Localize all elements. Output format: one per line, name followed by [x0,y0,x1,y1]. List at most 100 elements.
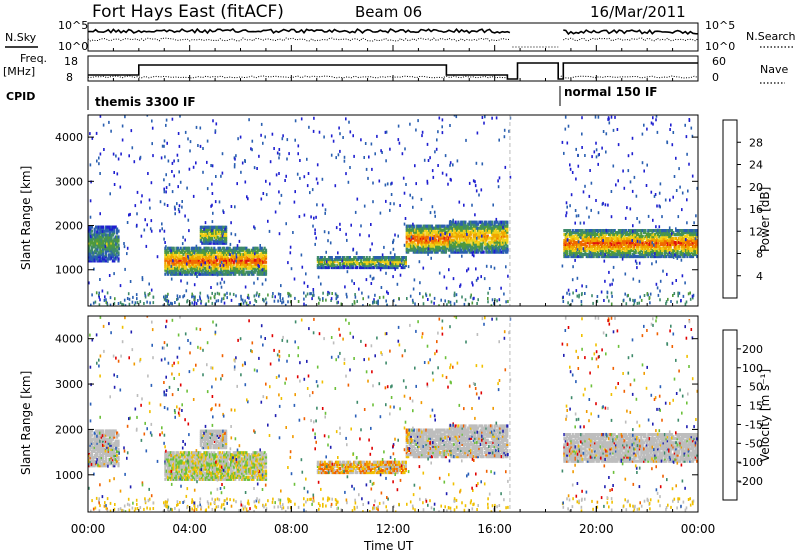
power-speckle [192,165,195,169]
power-speckle [606,290,609,294]
power-cell [580,246,583,251]
power-cell [111,253,114,257]
power-cell [109,255,112,259]
power-speckle [273,147,275,150]
velocity-cell [92,441,95,445]
power-cell [659,239,662,243]
power-cell [599,248,602,253]
power-speckle [288,152,290,156]
power-cell [200,268,203,272]
power-cell [486,246,489,250]
power-cell [591,246,594,251]
power-cell [630,231,633,235]
power-cell [214,264,217,268]
power-speckle [668,226,671,230]
power-cell [469,248,473,252]
power-cell [230,254,233,258]
power-cell [225,225,228,229]
power-cell [212,241,215,245]
power-cell [192,264,195,268]
power-cell [627,244,630,249]
power-cell [567,254,570,259]
power-cell [691,254,695,259]
power-cell [490,220,494,224]
power-cell [432,244,435,248]
power-speckle [569,163,571,167]
power-cell [580,244,583,249]
power-cell [651,242,654,247]
power-speckle [449,300,452,304]
power-cell [587,254,590,259]
power-cell [492,224,495,228]
power-cell [248,250,251,254]
power-cell [439,240,442,244]
power-speckle [692,296,694,300]
power-cell [696,235,698,239]
power-cell [654,254,657,259]
power-cell [183,262,186,266]
power-cell [383,256,386,260]
power-cell [460,250,463,254]
power-cell [103,237,106,241]
power-speckle [385,299,387,303]
power-cell [450,242,453,246]
power-cell [210,268,213,272]
power-cell [640,252,643,257]
power-cell [478,246,481,250]
power-cell [221,256,224,260]
power-cell [440,250,443,254]
power-cell [481,226,484,230]
power-cell [592,239,595,243]
power-cell [622,250,625,255]
power-speckle [105,233,107,237]
power-cell [168,258,171,262]
power-cell [633,237,636,241]
power-speckle [141,278,144,282]
power-speckle [334,292,337,296]
power-cell [455,236,459,240]
power-cell [206,266,209,270]
power-cell [232,270,235,274]
power-cell [606,242,609,247]
power-cell [169,266,172,270]
power-cell [92,255,95,259]
power-cell [211,225,214,229]
power-cell [468,232,471,236]
power-cell [220,225,223,229]
power-cell [415,250,418,254]
power-speckle [602,130,605,133]
power-cell [624,231,627,235]
power-cell [388,256,391,260]
power-cell [458,244,461,248]
power-cell [687,229,690,233]
power-cell [450,246,453,250]
power-speckle [507,274,509,278]
power-cell [253,270,256,274]
power-speckle [194,295,196,299]
power-speckle [669,128,671,131]
power-cell [197,250,200,254]
power-cell [485,242,488,246]
power-cell [351,262,354,266]
power-speckle [152,295,155,299]
velocity-cell [95,456,98,460]
power-speckle [497,185,500,189]
power-cell [629,231,632,235]
power-cell [435,242,438,246]
power-cell [453,228,456,232]
power-cell [351,258,354,262]
power-cell [633,233,636,237]
power-cell [582,233,586,237]
power-cell [167,264,170,268]
power-cell [196,248,199,252]
power-speckle [305,272,307,276]
power-cell [407,248,410,252]
power-cell [224,256,227,260]
power-cell [96,235,99,239]
power-cell [249,266,252,270]
power-cell [630,248,633,253]
power-cell [214,260,217,264]
power-cell [183,260,186,264]
power-cell [425,232,428,236]
power-cell [223,260,226,264]
